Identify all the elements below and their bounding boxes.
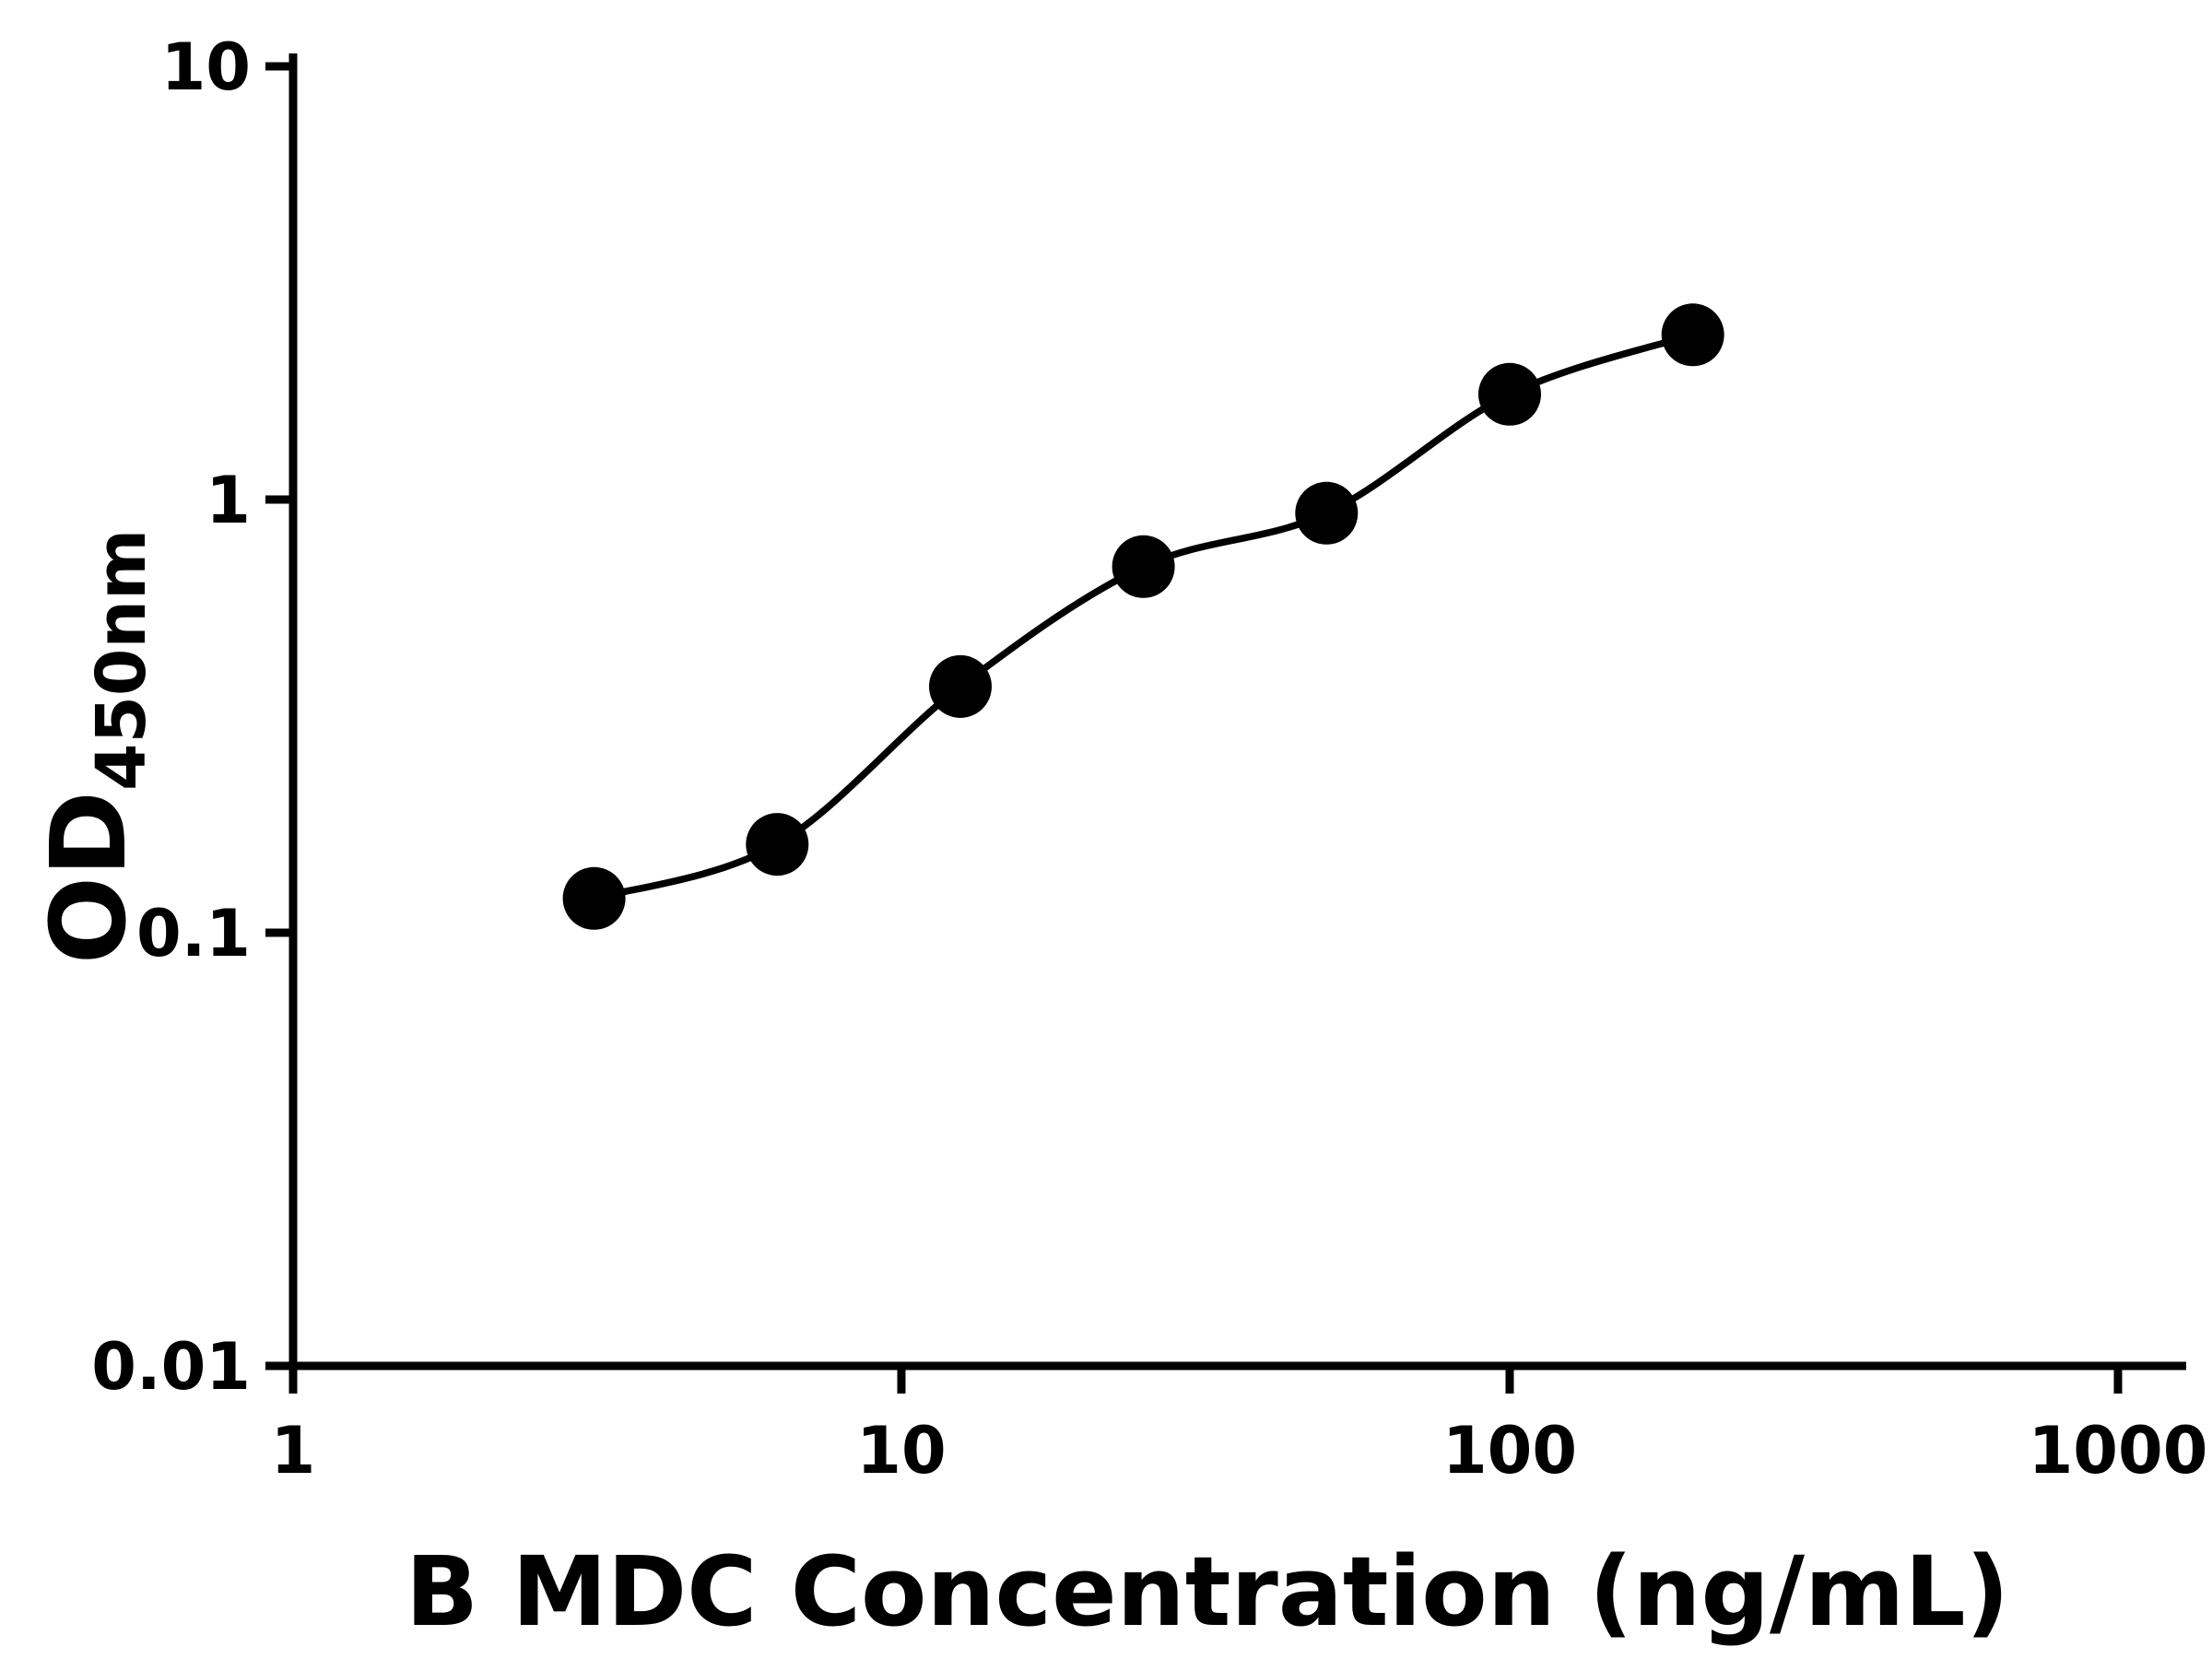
x-axis-title: B MDC Concentration (ng/mL) (406, 1535, 2009, 1648)
data-point-marker (746, 813, 809, 877)
data-point-marker (562, 866, 626, 930)
data-point-marker (1112, 535, 1175, 598)
y-axis-title: OD450nm (29, 529, 161, 964)
y-axis-title-sub: 450nm (82, 529, 161, 791)
data-points (562, 303, 1724, 930)
axis-ticks (265, 62, 2123, 1394)
y-tick-label: 10 (161, 29, 251, 105)
data-point-marker (1295, 481, 1359, 545)
data-point-marker (929, 654, 992, 718)
y-tick-label: 0.01 (91, 1329, 251, 1405)
y-tick-label: 1 (206, 463, 251, 538)
tick-labels: 1 10 100 1000 0.01 0.1 1 10 (91, 29, 2207, 1488)
data-point-marker (1661, 303, 1724, 367)
axes (288, 53, 2186, 1371)
x-tick-label: 10 (856, 1413, 946, 1488)
y-axis-title-main: OD (29, 791, 149, 964)
y-tick-label: 0.1 (136, 896, 251, 971)
x-tick-label: 1000 (2029, 1413, 2208, 1488)
data-point-marker (1478, 362, 1541, 426)
x-tick-label: 100 (1442, 1413, 1577, 1488)
x-tick-label: 1 (271, 1413, 316, 1488)
